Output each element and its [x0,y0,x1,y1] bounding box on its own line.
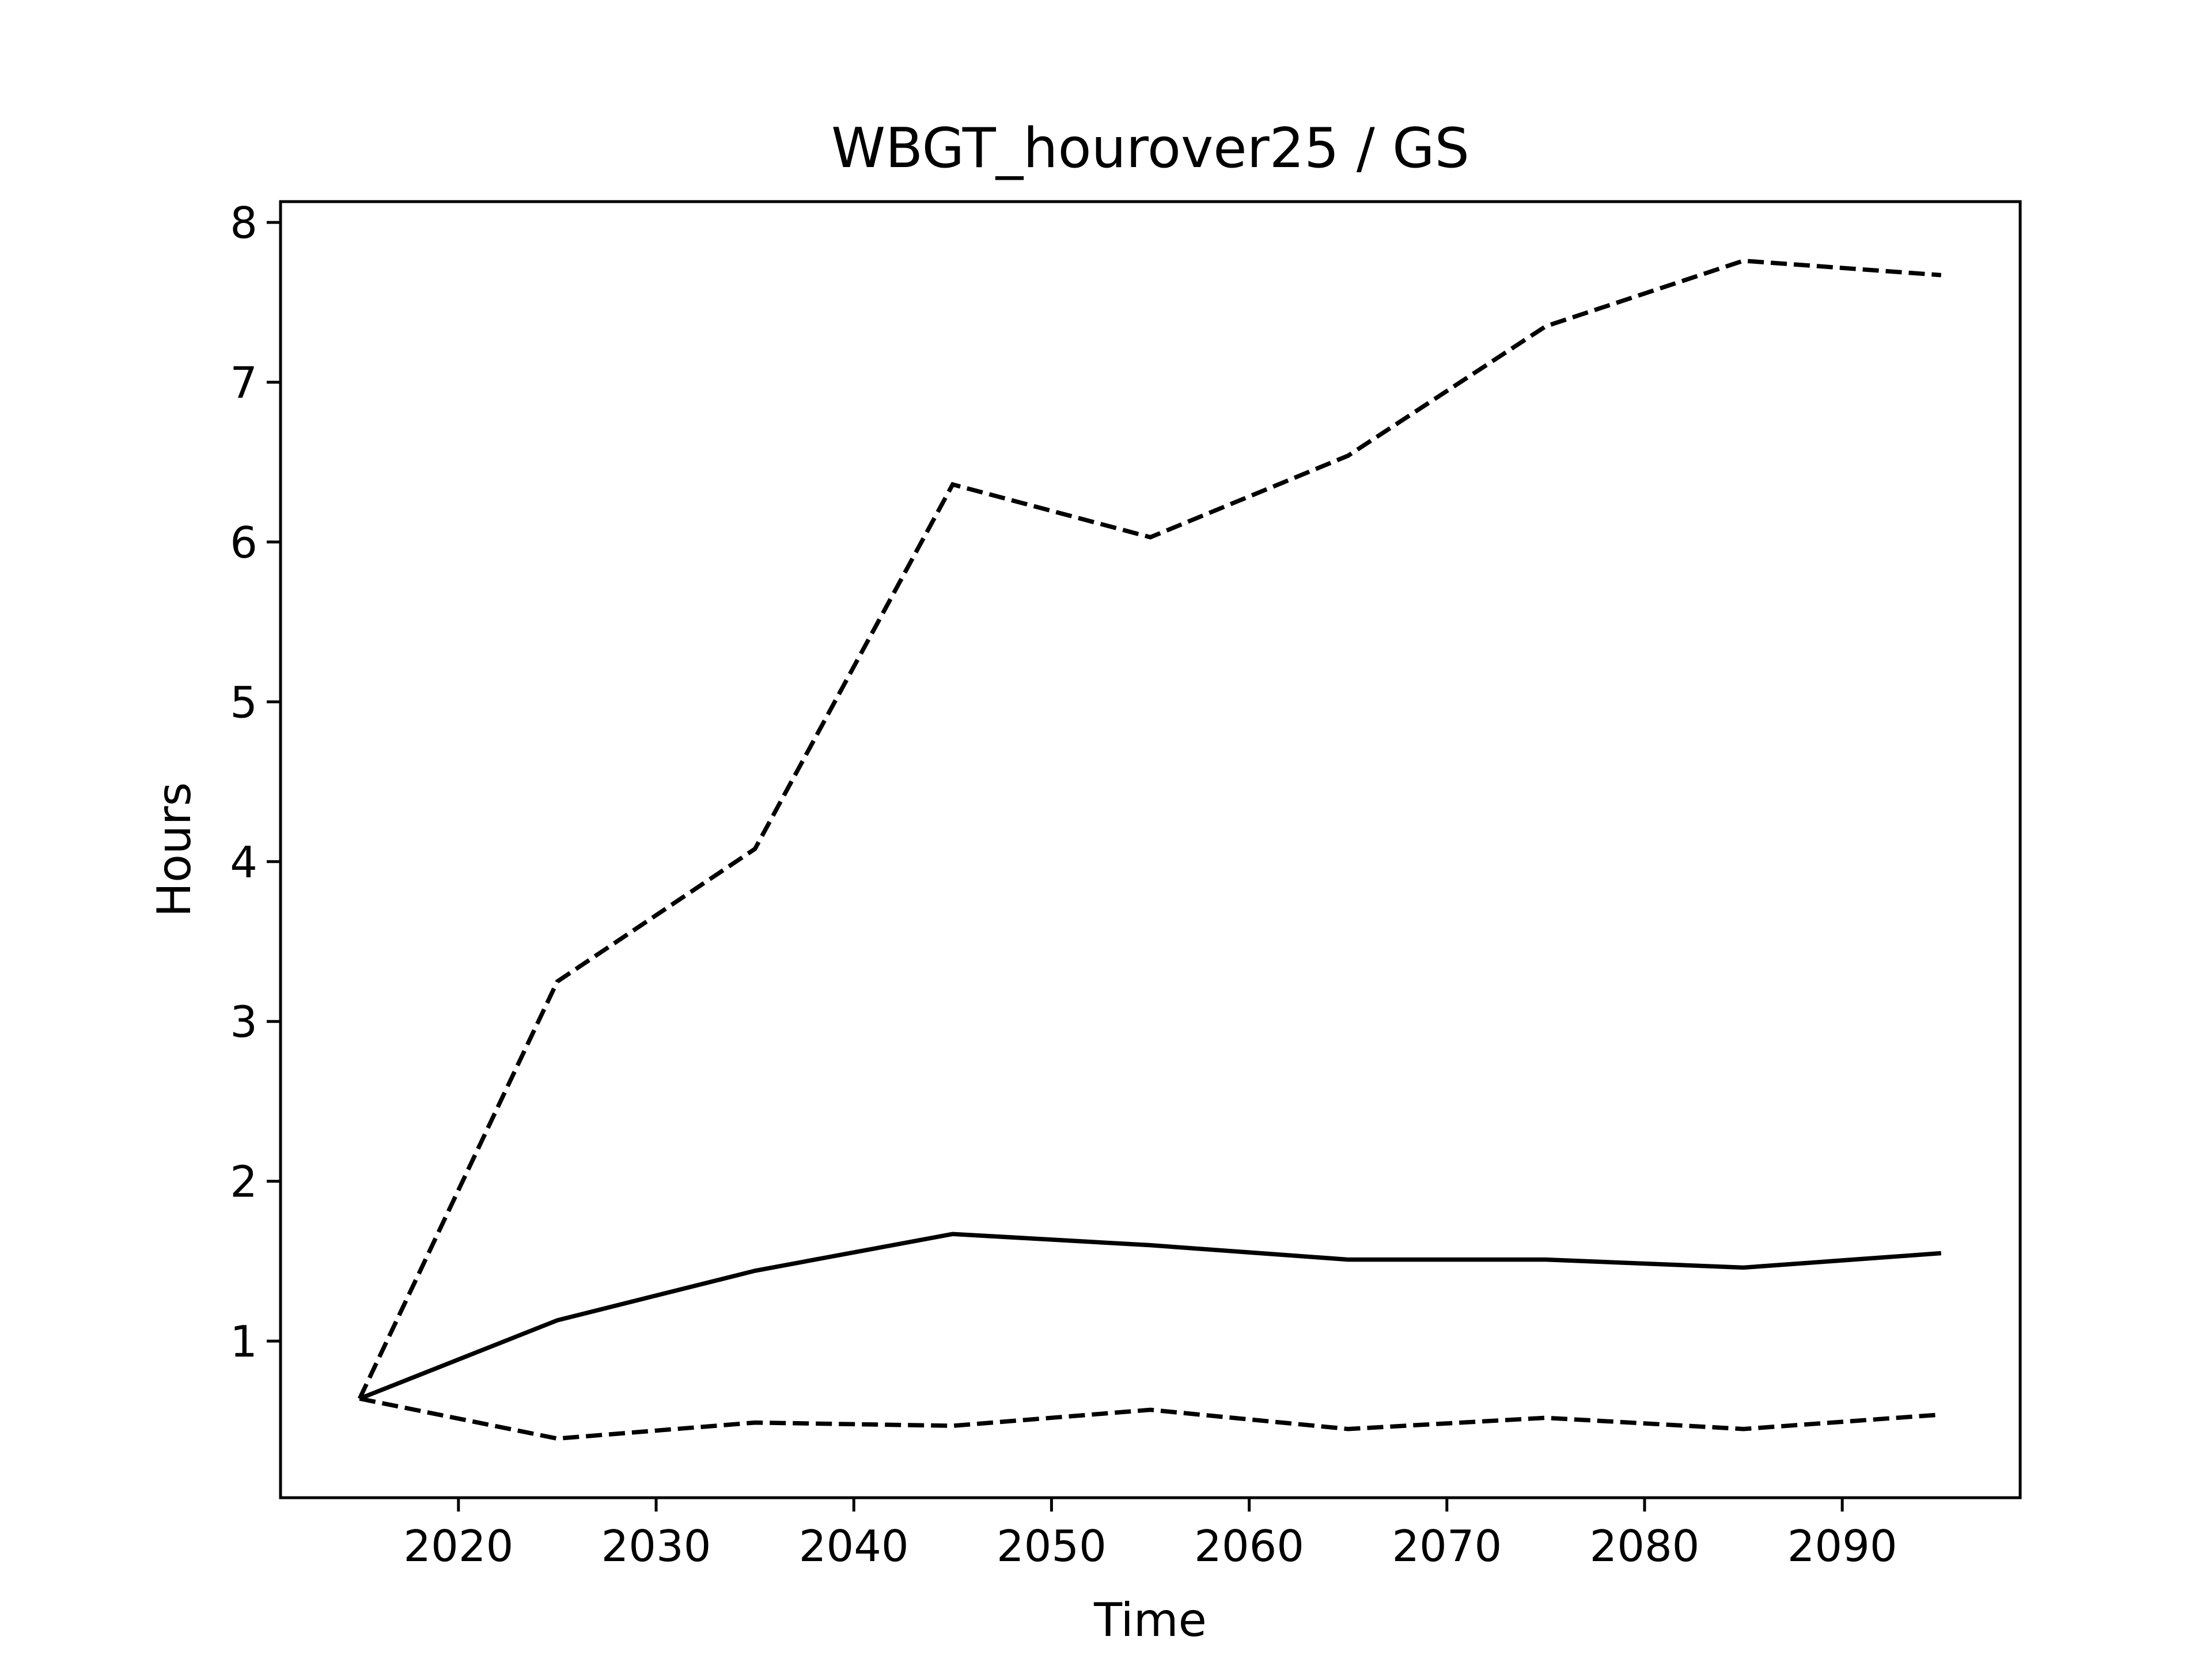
x-tick-label: 2090 [1787,1521,1897,1571]
y-tick-label: 7 [230,358,257,408]
line-series [357,258,1942,1400]
x-tick-label: 2080 [1590,1521,1700,1571]
y-tick-label: 1 [230,1316,257,1367]
y-tick-label: 8 [230,198,257,248]
y-tick-label: 5 [230,677,257,728]
x-tick-label: 2040 [799,1521,909,1571]
y-tick-label: 4 [230,837,257,888]
chart-title: WBGT_hourover25 / GS [831,117,1469,180]
plot-frame [279,200,2022,1499]
x-tick-label: 2050 [997,1521,1107,1571]
x-axis-label: Time [1093,1593,1207,1647]
line-series [359,1396,1942,1441]
x-tick-label: 2060 [1194,1521,1304,1571]
y-tick-label: 2 [230,1157,257,1207]
y-tick-label: 6 [230,517,257,568]
x-tick-label: 2070 [1392,1521,1502,1571]
x-tick-label: 2030 [601,1521,711,1571]
y-tick-label: 3 [230,997,257,1047]
y-axis-label: Hours [147,782,201,917]
x-tick-label: 2020 [403,1521,513,1571]
line-series [358,1232,1942,1401]
